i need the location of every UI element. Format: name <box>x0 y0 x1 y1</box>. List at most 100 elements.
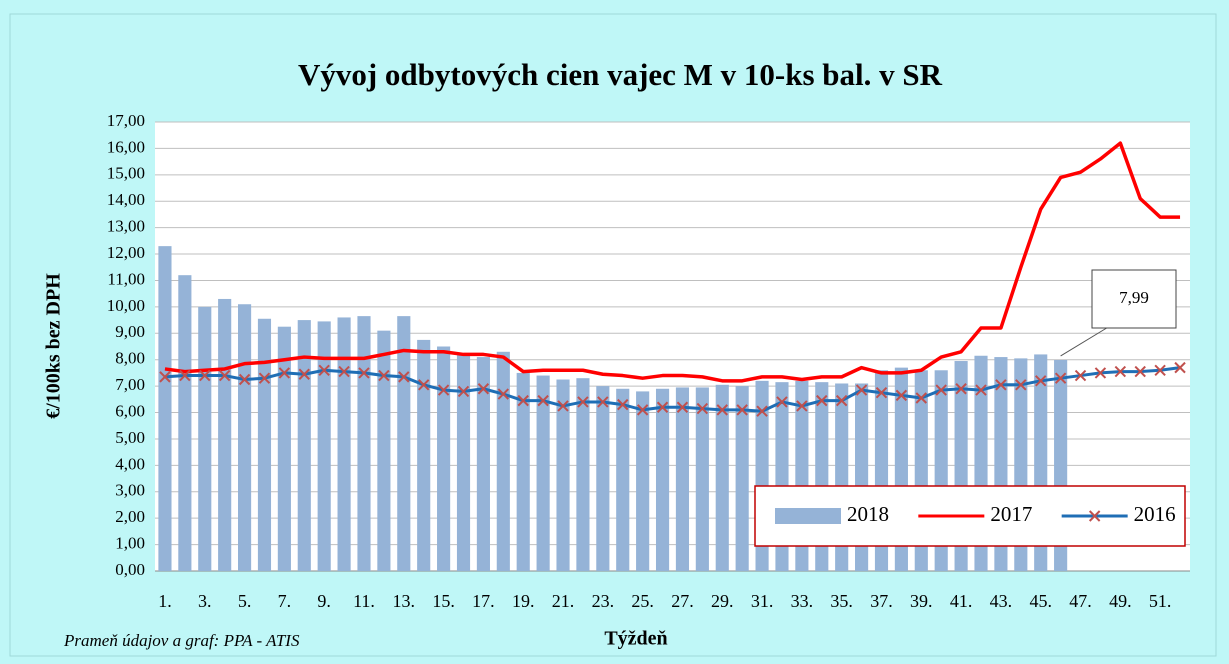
bar <box>178 275 192 571</box>
x-tick-label: 51. <box>1149 591 1172 611</box>
x-marker <box>975 384 987 396</box>
x-marker <box>915 392 928 404</box>
bar <box>576 378 590 571</box>
x-marker <box>417 379 430 391</box>
data-label: 7,99 <box>1119 288 1149 307</box>
x-marker <box>477 383 490 395</box>
bar <box>277 326 291 571</box>
x-marker <box>1074 369 1087 382</box>
x-tick-label: 27. <box>671 591 694 611</box>
y-axis-label: €/100ks bez DPH <box>43 273 65 419</box>
chart-title: Vývoj odbytových cien vajec M v 10-ks ba… <box>298 57 943 92</box>
x-marker <box>855 384 868 396</box>
line-series <box>164 141 1181 383</box>
x-tick-label: 15. <box>432 591 455 611</box>
x-marker <box>1054 372 1067 384</box>
legend-label: 2018 <box>847 502 889 526</box>
x-marker <box>736 404 748 416</box>
bar <box>596 386 610 571</box>
y-tick-label: 2,00 <box>115 507 145 526</box>
bar <box>655 388 670 571</box>
legend-label: 2016 <box>1134 502 1176 526</box>
x-marker <box>617 398 629 411</box>
x-marker <box>298 368 310 380</box>
x-marker <box>258 372 271 384</box>
bar <box>437 346 451 571</box>
x-marker <box>955 383 967 395</box>
x-marker <box>935 384 947 396</box>
x-tick-label: 7. <box>278 591 292 611</box>
x-marker <box>238 373 251 386</box>
bar <box>357 316 371 571</box>
y-tick-label: 17,00 <box>107 111 145 130</box>
x-tick-label: 37. <box>870 591 893 611</box>
bar <box>496 351 510 571</box>
x-tick-label: 1. <box>158 591 172 611</box>
x-tick-label: 17. <box>472 591 495 611</box>
x-marker <box>895 389 908 402</box>
bar <box>715 384 729 571</box>
bar <box>536 375 550 571</box>
x-marker <box>835 394 848 407</box>
bar <box>675 387 690 571</box>
callout-leader <box>1060 325 1111 357</box>
x-tick-label: 9. <box>317 591 331 611</box>
x-marker <box>1174 361 1186 374</box>
x-marker <box>1035 375 1047 387</box>
y-tick-label: 11,00 <box>107 269 145 288</box>
y-tick-label: 3,00 <box>115 481 145 500</box>
x-marker <box>358 367 370 379</box>
x-marker <box>597 396 609 408</box>
x-tick-label: 21. <box>552 591 575 611</box>
x-marker <box>656 401 669 413</box>
bar <box>695 387 709 571</box>
x-tick-label: 23. <box>592 591 615 611</box>
x-marker <box>199 369 211 382</box>
x-marker <box>557 400 569 412</box>
x-axis-label: Týždeň <box>604 628 667 650</box>
x-marker <box>816 394 828 407</box>
y-tick-label: 7,00 <box>115 375 145 394</box>
x-tick-label: 11. <box>353 591 375 611</box>
x-marker <box>756 405 768 417</box>
y-tick-label: 6,00 <box>115 401 145 420</box>
bar <box>237 304 252 571</box>
x-marker <box>636 404 649 416</box>
x-tick-label: 13. <box>393 591 416 611</box>
y-tick-label: 5,00 <box>115 428 145 447</box>
x-tick-label: 25. <box>631 591 654 611</box>
bar <box>476 357 490 571</box>
x-marker <box>437 384 450 396</box>
bar <box>616 388 630 571</box>
x-tick-label: 43. <box>990 591 1013 611</box>
x-marker <box>796 400 808 412</box>
x-marker <box>457 385 470 398</box>
x-marker <box>159 371 171 383</box>
x-marker <box>577 396 589 408</box>
x-marker <box>1114 365 1127 378</box>
x-marker <box>875 387 888 399</box>
x-marker <box>696 402 709 415</box>
x-marker <box>497 388 510 400</box>
y-tick-label: 10,00 <box>107 296 145 315</box>
line-series <box>164 366 1181 413</box>
x-tick-label: 29. <box>711 591 734 611</box>
x-marker <box>179 369 191 382</box>
bar <box>397 316 411 571</box>
bar <box>417 339 431 571</box>
bar <box>377 330 391 571</box>
x-marker <box>995 379 1007 391</box>
y-tick-label: 16,00 <box>107 137 145 156</box>
x-marker <box>776 396 788 408</box>
x-marker <box>1134 365 1146 378</box>
x-marker <box>537 394 549 407</box>
x-marker <box>278 367 291 379</box>
x-marker <box>218 369 231 382</box>
y-tick-label: 14,00 <box>107 190 145 209</box>
x-tick-label: 33. <box>791 591 814 611</box>
x-tick-label: 35. <box>830 591 853 611</box>
x-tick-label: 19. <box>512 591 535 611</box>
bar <box>556 379 570 571</box>
x-tick-label: 39. <box>910 591 933 611</box>
